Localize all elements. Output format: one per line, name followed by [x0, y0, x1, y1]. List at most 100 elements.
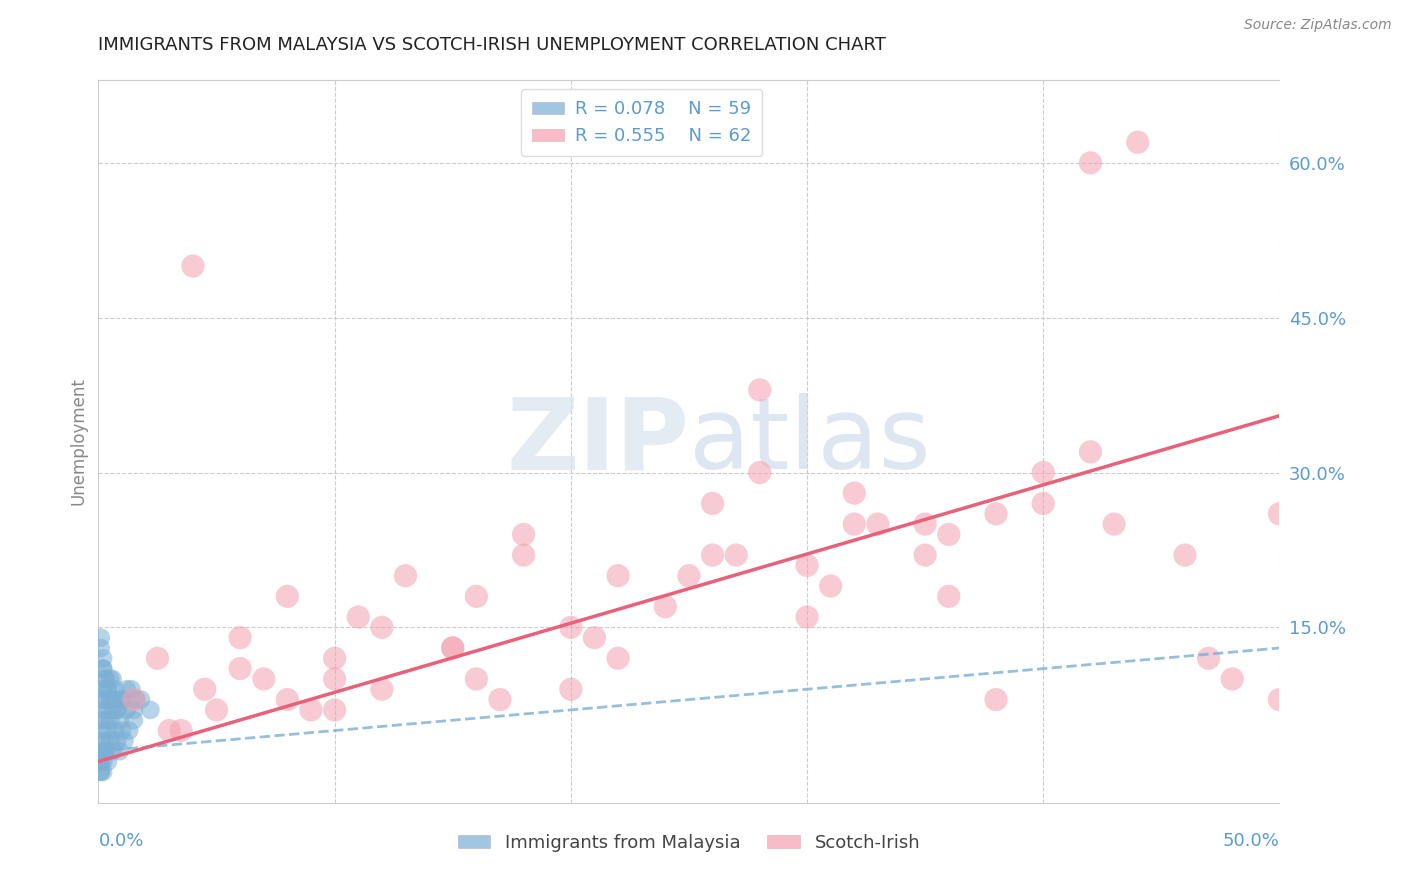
Point — [121, 682, 143, 697]
Point — [984, 507, 1007, 521]
Point — [105, 703, 128, 717]
Legend: Immigrants from Malaysia, Scotch-Irish: Immigrants from Malaysia, Scotch-Irish — [450, 826, 928, 859]
Point — [323, 651, 346, 665]
Point — [90, 640, 112, 655]
Text: IMMIGRANTS FROM MALAYSIA VS SCOTCH-IRISH UNEMPLOYMENT CORRELATION CHART: IMMIGRANTS FROM MALAYSIA VS SCOTCH-IRISH… — [98, 36, 886, 54]
Point — [90, 755, 112, 769]
Y-axis label: Unemployment: Unemployment — [69, 377, 87, 506]
Point — [94, 734, 117, 748]
Point — [94, 672, 117, 686]
Point — [170, 723, 193, 738]
Point — [748, 466, 770, 480]
Point — [512, 548, 534, 562]
Point — [512, 527, 534, 541]
Point — [94, 692, 117, 706]
Point — [91, 723, 114, 738]
Point — [796, 610, 818, 624]
Point — [91, 764, 114, 779]
Point — [194, 682, 217, 697]
Point — [90, 631, 112, 645]
Point — [104, 723, 127, 738]
Text: Source: ZipAtlas.com: Source: ZipAtlas.com — [1244, 18, 1392, 32]
Point — [1032, 496, 1054, 510]
Point — [796, 558, 818, 573]
Point — [678, 568, 700, 582]
Point — [1102, 517, 1125, 532]
Point — [101, 744, 124, 758]
Point — [115, 703, 138, 717]
Point — [97, 755, 120, 769]
Point — [91, 703, 114, 717]
Point — [98, 692, 121, 706]
Point — [654, 599, 676, 614]
Point — [90, 764, 112, 779]
Point — [94, 744, 117, 758]
Point — [104, 692, 127, 706]
Point — [91, 744, 114, 758]
Text: 0.0%: 0.0% — [98, 831, 143, 850]
Point — [125, 692, 148, 706]
Point — [105, 703, 128, 717]
Point — [1220, 672, 1243, 686]
Point — [702, 496, 724, 510]
Point — [108, 744, 131, 758]
Point — [111, 692, 134, 706]
Point — [91, 682, 114, 697]
Point — [607, 568, 630, 582]
Point — [104, 682, 127, 697]
Point — [229, 662, 252, 676]
Point — [91, 662, 114, 676]
Point — [465, 672, 488, 686]
Point — [108, 713, 131, 727]
Point — [101, 672, 124, 686]
Point — [122, 692, 145, 706]
Point — [253, 672, 276, 686]
Point — [725, 548, 748, 562]
Point — [299, 703, 322, 717]
Text: 50.0%: 50.0% — [1223, 831, 1279, 850]
Point — [371, 682, 394, 697]
Point — [844, 517, 866, 532]
Point — [938, 590, 960, 604]
Point — [347, 610, 370, 624]
Point — [560, 620, 582, 634]
Text: atlas: atlas — [689, 393, 931, 490]
Point — [91, 651, 114, 665]
Point — [914, 548, 936, 562]
Point — [820, 579, 842, 593]
Point — [229, 631, 252, 645]
Point — [323, 672, 346, 686]
Point — [115, 682, 138, 697]
Point — [111, 692, 134, 706]
Point — [1126, 135, 1149, 149]
Point — [105, 734, 128, 748]
Point — [146, 651, 169, 665]
Point — [914, 517, 936, 532]
Point — [1198, 651, 1220, 665]
Point — [91, 662, 114, 676]
Point — [112, 734, 135, 748]
Point — [323, 703, 346, 717]
Point — [97, 723, 120, 738]
Point — [139, 703, 162, 717]
Point — [98, 734, 121, 748]
Point — [111, 723, 134, 738]
Point — [984, 692, 1007, 706]
Point — [101, 703, 124, 717]
Point — [90, 764, 112, 779]
Point — [607, 651, 630, 665]
Point — [98, 672, 121, 686]
Point — [441, 640, 464, 655]
Point — [583, 631, 606, 645]
Point — [844, 486, 866, 500]
Point — [90, 713, 112, 727]
Point — [1080, 156, 1102, 170]
Point — [90, 692, 112, 706]
Point — [90, 755, 112, 769]
Point — [122, 703, 145, 717]
Point — [702, 548, 724, 562]
Point — [938, 527, 960, 541]
Point — [94, 744, 117, 758]
Point — [90, 734, 112, 748]
Text: ZIP: ZIP — [506, 393, 689, 490]
